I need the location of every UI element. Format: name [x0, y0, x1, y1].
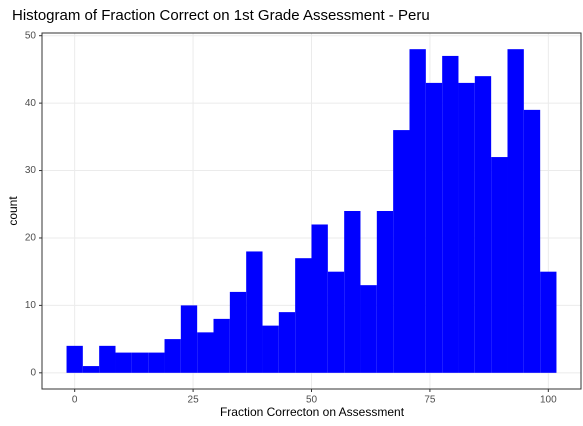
- bar: [66, 345, 83, 373]
- x-axis-label: Fraction Correcton on Assessment: [220, 405, 405, 419]
- x-tick-label: 100: [540, 395, 557, 406]
- bar: [229, 291, 247, 373]
- bar: [115, 352, 132, 373]
- chart-title: Histogram of Fraction Correct on 1st Gra…: [12, 7, 430, 24]
- bar: [360, 285, 377, 373]
- bar: [507, 49, 524, 373]
- bar: [180, 305, 198, 373]
- bar: [458, 82, 475, 373]
- bar: [213, 318, 230, 373]
- bar: [523, 109, 541, 373]
- bar: [474, 76, 492, 373]
- bar: [278, 312, 296, 373]
- panel-border: [41, 32, 582, 390]
- y-tick-label: 50: [25, 30, 37, 41]
- bar: [376, 211, 394, 373]
- bar: [148, 352, 165, 373]
- y-tick-label: 20: [25, 233, 37, 244]
- bar: [164, 339, 181, 373]
- bar: [262, 325, 279, 373]
- bar: [295, 258, 312, 373]
- bar: [425, 82, 443, 373]
- bar: [540, 271, 557, 373]
- bar: [131, 352, 149, 373]
- y-tick-label: 10: [25, 300, 37, 311]
- bar: [393, 130, 410, 373]
- x-tick-label: 25: [188, 395, 200, 406]
- bar: [197, 332, 214, 373]
- y-axis-label: count: [6, 196, 20, 226]
- bar: [311, 224, 328, 373]
- x-tick-label: 75: [424, 395, 436, 406]
- bar: [246, 251, 263, 373]
- x-tick-label: 0: [72, 395, 78, 406]
- bar: [327, 271, 345, 373]
- bar: [409, 49, 426, 373]
- y-tick-label: 0: [30, 367, 36, 378]
- bar: [344, 211, 361, 373]
- y-tick-label: 30: [25, 165, 37, 176]
- bar: [442, 55, 459, 373]
- bar: [99, 345, 116, 373]
- x-tick-label: 50: [306, 395, 318, 406]
- bar: [82, 366, 100, 373]
- y-tick-label: 40: [25, 98, 37, 109]
- bar: [491, 157, 508, 373]
